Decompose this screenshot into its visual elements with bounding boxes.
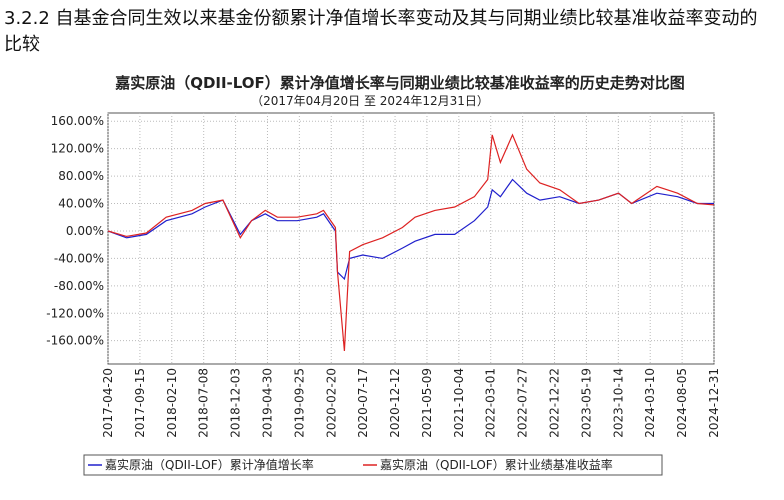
y-tick-label: 80.00% [58,169,104,183]
y-tick-label: 160.00% [51,114,104,128]
legend-box [83,454,663,476]
x-tick-label: 2018-07-08 [197,368,211,438]
series-line [107,133,715,352]
x-tick-label: 2017-04-20 [101,368,115,438]
y-tick-label: 0.00% [66,224,104,238]
x-tick-label: 2023-05-19 [579,368,593,438]
x-tick-label: 2021-10-04 [452,368,466,438]
y-tick-label: 120.00% [51,142,104,156]
x-tick-label: 2024-08-05 [675,368,689,438]
chart-title: 嘉实原油（QDII-LOF）累计净值增长率与同期业绩比较基准收益率的历史走势对比… [114,74,685,92]
x-tick-label: 2020-07-17 [356,368,370,438]
x-tick-label: 2019-04-30 [260,368,274,438]
x-tick-label: 2022-12-22 [548,368,562,438]
x-tick-label: 2023-10-14 [611,368,625,438]
y-tick-label: -120.00% [46,306,104,320]
x-tick-label: 2024-03-10 [643,368,657,438]
x-tick-label: 2020-02-20 [324,368,338,438]
x-tick-label: 2019-09-25 [292,368,306,438]
y-tick-label: -80.00% [54,279,104,293]
y-tick-label: 40.00% [58,197,104,211]
x-tick-label: 2022-07-27 [516,368,530,438]
x-tick-label: 2018-12-03 [229,368,243,438]
x-tick-label: 2018-02-10 [165,368,179,438]
legend-label: 嘉实原油（QDII-LOF）累计净值增长率 [105,457,314,472]
x-tick-label: 2021-05-09 [420,368,434,438]
x-tick-label: 2022-03-01 [484,368,498,438]
plot-frame [107,112,715,365]
x-tick-label: 2020-12-12 [388,368,402,438]
series-line [107,178,714,281]
x-tick-label: 2017-09-15 [133,368,147,438]
x-tick-label: 2024-12-31 [707,368,721,438]
y-tick-label: -160.00% [46,334,104,348]
section-heading: 3.2.2 自基金合同生效以来基金份额累计净值增长率变动及其与同期业绩比较基准收… [4,8,758,55]
chart-subtitle: （2017年04月20日 至 2024年12月31日） [251,94,489,108]
legend-label: 嘉实原油（QDII-LOF）累计业绩基准收益率 [380,457,613,472]
y-tick-label: -40.00% [54,251,104,265]
